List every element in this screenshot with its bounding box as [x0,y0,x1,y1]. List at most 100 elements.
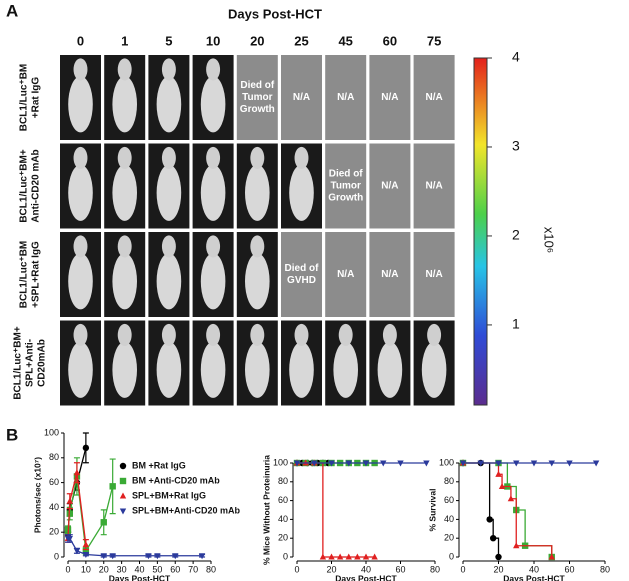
marker [154,553,161,560]
marker [109,483,116,490]
legend-marker [119,462,127,470]
series-line [67,472,87,545]
marker [66,497,73,504]
cell-text: N/A [381,181,398,192]
marker [73,469,81,476]
mouse-body [156,253,182,310]
x-tick-label: 20 [326,564,336,574]
mouse-head [161,235,176,258]
y-tick-label: 100 [439,457,454,467]
marker [328,460,335,467]
x-tick-label: 50 [152,564,162,574]
mouse-body [200,76,226,133]
x-tick-label: 60 [395,564,405,574]
empty-cell [369,232,411,317]
cell-text: Tumor [331,181,361,192]
marker [66,535,73,542]
legend-entry: SPL+BM+Anti-CD20 mAb [132,505,241,515]
empty-cell [413,232,455,317]
marker [371,553,378,560]
colorbar-label: x10⁶ [542,227,557,253]
marker [82,547,90,554]
legend-marker [119,492,127,499]
mouse-body [421,341,447,398]
cell-text: Died of [240,80,275,91]
y-tick-label: 80 [278,476,288,486]
panel-title: Days Post-HCT [228,6,322,21]
column-header: 0 [77,33,84,48]
marker [311,460,318,467]
marker [345,553,352,560]
cell-text: N/A [381,92,398,103]
x-axis-label: Days Post-HCT [335,573,397,581]
mouse-head [117,323,132,347]
colorbar-tick-label: 1 [512,316,520,332]
mouse-head [427,323,442,347]
mouse-head [161,58,176,81]
y-tick-label: 40 [444,514,454,524]
y-tick-label: 20 [49,527,59,537]
empty-cell [413,143,455,229]
empty-cell [413,55,455,140]
row-label: CD20mAb [37,339,48,387]
mouse-body [112,76,137,133]
column-header: 45 [338,33,352,48]
cell-text: N/A [425,181,442,192]
marker [198,553,206,560]
row-label: +Rat IgG [31,77,42,119]
mouse-body [156,341,182,398]
x-tick-label: 40 [361,564,371,574]
marker [354,553,361,560]
series-line [67,476,114,553]
mouse-head [73,146,88,169]
row-label: Anti-CD20 mAb [31,149,42,222]
row-label: BCL1/Luc⁺BM+ [19,149,30,223]
empty-cell [325,143,367,229]
mouse-body [68,76,93,133]
marker [423,460,430,467]
mouse-body [377,341,403,398]
mouse-body [200,164,226,221]
panel-label: B [6,425,18,444]
x-axis-label: Days Post-HCT [109,573,171,581]
empty-cell [281,232,322,317]
marker [293,460,301,467]
mouse-head [250,323,265,347]
mouse-body [156,164,182,221]
x-tick-label: 60 [564,564,574,574]
column-header: 75 [427,33,441,48]
marker [548,460,555,467]
marker [82,551,90,559]
mouse-head [73,235,88,258]
x-tick-label: 30 [117,564,127,574]
mouse-body [68,253,93,310]
mouse-head [161,323,176,347]
marker [82,541,90,548]
marker [548,553,555,560]
y-tick-label: 20 [444,533,454,543]
cell-text: N/A [337,92,354,103]
legend-marker [119,508,127,515]
mouse-head [161,146,176,169]
row-label: BCL1/Luc⁺BM [19,241,30,309]
marker [172,553,179,560]
x-tick-label: 20 [493,564,503,574]
x-tick-label: 60 [170,564,180,574]
cell-text: Tumor [242,92,272,103]
x-tick-label: 70 [188,564,198,574]
marker [507,495,515,502]
cell-text: Growth [328,193,363,204]
mouse-body [112,164,137,221]
x-tick-label: 10 [81,564,91,574]
marker [566,460,573,467]
mouse-body [289,164,314,221]
colorbar-tick-label: 3 [512,138,520,154]
mouse-head [73,58,88,81]
cell-text: Growth [240,104,275,115]
colorbar [473,57,488,406]
cell-text: Died of [329,169,364,180]
y-tick-label: 80 [444,476,454,486]
marker [336,553,344,560]
marker [73,548,81,555]
step-segment [480,462,491,520]
